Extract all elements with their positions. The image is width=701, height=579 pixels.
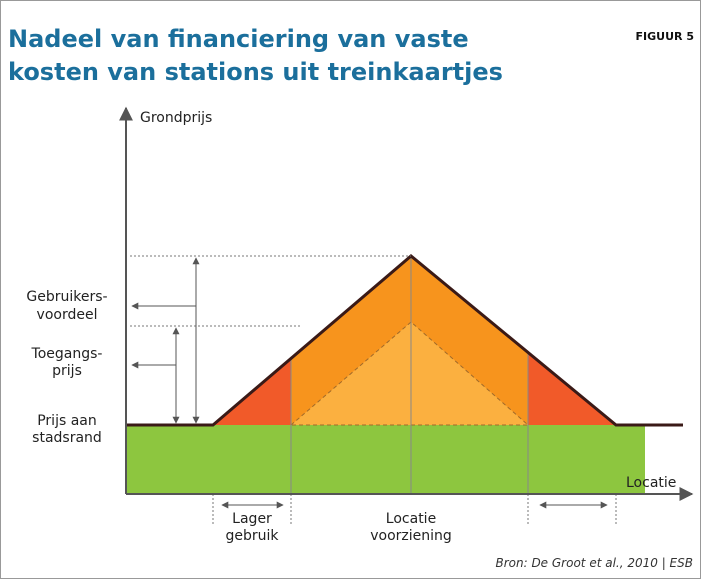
dotted-lines	[130, 255, 617, 525]
bottom-label: gebruik	[225, 528, 279, 544]
left-label: Gebruikers-	[26, 289, 107, 305]
y-axis-label: Grondprijs	[140, 110, 212, 126]
title-line: Nadeel van financiering van vaste	[8, 25, 469, 53]
source: Bron: De Groot et al., 2010 | ESB	[495, 556, 693, 570]
bottom-label: Lager	[232, 511, 272, 527]
title-line: kosten van stations uit treinkaartjes	[8, 58, 503, 86]
base-area	[126, 425, 645, 494]
left-label: prijs	[52, 363, 82, 379]
vertical-lines	[290, 256, 529, 494]
bottom-label: Locatie	[386, 511, 436, 527]
x-axis-label: Locatie	[626, 475, 676, 491]
left-label: stadsrand	[32, 430, 102, 446]
left-label: Prijs aan	[37, 413, 97, 429]
left-label: voordeel	[37, 307, 98, 323]
arrows	[131, 257, 608, 509]
figure-label: FIGUUR 5	[636, 30, 694, 43]
inner-triangle	[289, 321, 530, 426]
bottom-label: voorziening	[370, 528, 452, 544]
left-label: Toegangs-	[31, 346, 103, 362]
